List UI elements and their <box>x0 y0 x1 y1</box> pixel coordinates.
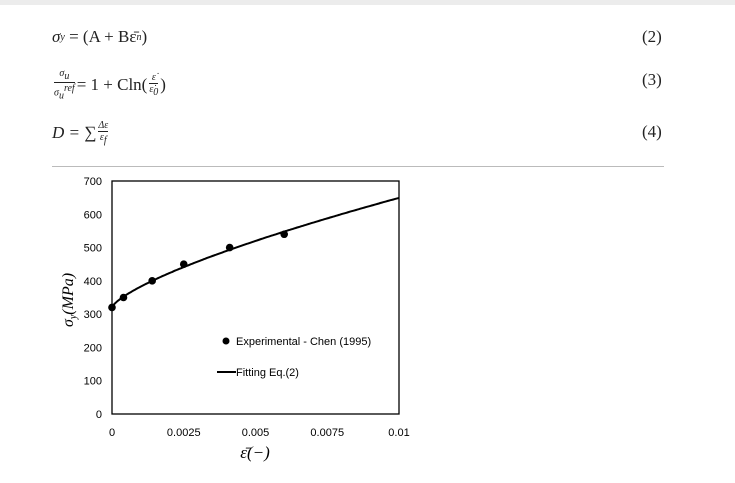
data-point <box>280 230 289 239</box>
eq3-den-sub: u <box>58 90 64 102</box>
plot-frame <box>111 180 400 415</box>
equation-number-3: (3) <box>642 70 662 89</box>
legend-label-fit: Fitting Eq.(2) <box>236 367 299 379</box>
y-tick-label: 200 <box>84 342 102 354</box>
x-tick-label: 0 <box>109 427 115 439</box>
fit-line <box>111 196 400 309</box>
eq3-rhs: = 1 + Cln( <box>76 74 148 94</box>
x-tick-label: 0.0025 <box>167 427 201 439</box>
data-point <box>179 260 188 269</box>
y-tick-label: 600 <box>84 209 102 221</box>
y-tick-label: 500 <box>84 243 102 255</box>
eq3-fraction: σu σuref <box>54 68 75 101</box>
eq3-num: σ <box>59 68 65 79</box>
data-point <box>108 303 116 312</box>
eq2-sup: n <box>136 31 142 43</box>
eq3-num-sub: u <box>64 71 70 82</box>
eq4-lhs: D = ∑ <box>52 123 97 142</box>
y-tick-label: 400 <box>84 276 102 288</box>
x-tick-label: 0.005 <box>242 427 270 439</box>
eq3-inner-fraction: ε̇ ε̇0 <box>149 71 159 98</box>
legend-marker-experimental <box>222 337 230 345</box>
eq2-end: ) <box>141 27 148 46</box>
x-tick-label: 0.0075 <box>310 427 344 439</box>
x-axis-label: ε̄(−) <box>240 443 270 462</box>
x-tick-label: 0.01 <box>388 427 409 439</box>
y-axis-sub: y <box>68 314 79 320</box>
y-tick-label: 300 <box>84 309 102 321</box>
equation-number-4: (4) <box>642 122 662 141</box>
eq3-den: σ <box>54 87 59 99</box>
eq3-inner-den-sub: 0 <box>153 86 159 98</box>
data-point <box>148 277 156 285</box>
y-tick-label: 0 <box>96 409 102 421</box>
y-axis-symbol: σ <box>60 318 77 327</box>
eq3-den-sup: ref <box>63 83 75 94</box>
equation-3: σu σuref = 1 + Cln( ε̇ ε̇0 ) <box>52 68 166 101</box>
eq3-inner-num: ε̇ <box>151 71 156 83</box>
divider <box>52 166 664 167</box>
data-point <box>119 293 128 302</box>
eq4-num: Δε <box>98 120 109 131</box>
eq2-lhs: σ <box>52 27 61 46</box>
y-axis-unit: (MPa) <box>60 273 77 315</box>
data-point <box>225 243 234 252</box>
eq2-rhs: = (A + Bε̄ <box>69 27 137 46</box>
legend-label-experimental: Experimental - Chen (1995) <box>236 336 371 348</box>
eq4-den: ε <box>99 132 104 143</box>
top-bar <box>0 0 735 5</box>
eq3-end: ) <box>160 74 166 94</box>
equation-number-2: (2) <box>642 27 662 46</box>
equation-4: D = ∑ Δε εf <box>52 120 110 146</box>
eq4-den-sub: f <box>103 135 107 146</box>
y-axis-label: σy(MPa) <box>60 273 79 327</box>
y-tick-label: 100 <box>84 376 102 388</box>
eq4-fraction: Δε εf <box>98 120 109 146</box>
eq3-inner-den: ε̇ <box>149 83 154 95</box>
eq2-lhs-sub: y <box>60 31 65 43</box>
y-tick-label: 700 <box>84 176 102 188</box>
